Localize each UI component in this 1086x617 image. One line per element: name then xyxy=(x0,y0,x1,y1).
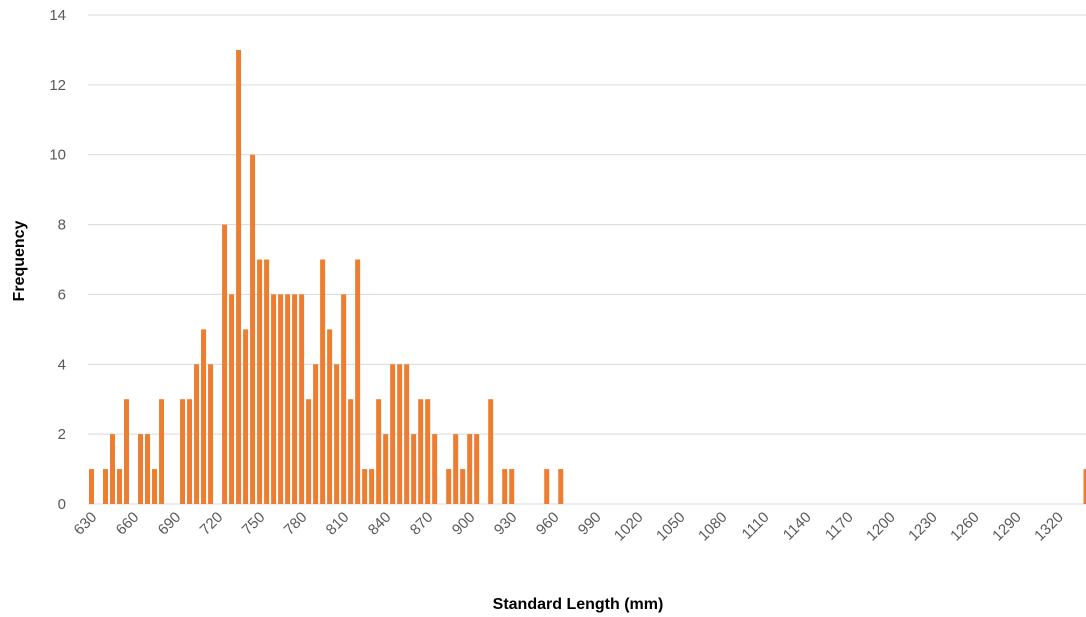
bar xyxy=(369,469,375,504)
bars-group xyxy=(89,49,1086,505)
x-axis-title: Standard Length (mm) xyxy=(493,596,664,613)
bar xyxy=(159,399,165,504)
x-tick-label: 1290 xyxy=(989,509,1025,545)
bar xyxy=(397,364,403,504)
x-tick-label: 1140 xyxy=(780,509,815,544)
y-axis-title: Frequency xyxy=(11,220,28,301)
y-tick-label: 6 xyxy=(58,286,66,303)
bar xyxy=(383,434,389,504)
bar xyxy=(320,259,326,504)
bar xyxy=(411,434,417,504)
bar xyxy=(355,259,361,504)
x-tick-label: 1260 xyxy=(947,509,983,545)
bar xyxy=(145,434,151,504)
bar xyxy=(201,329,207,504)
bar xyxy=(229,294,235,504)
y-tick-label: 4 xyxy=(58,356,66,373)
bar xyxy=(460,469,466,504)
bar xyxy=(1083,469,1086,504)
bar xyxy=(467,434,473,504)
x-tick-label: 900 xyxy=(449,509,479,539)
bar xyxy=(257,259,263,504)
x-tick-label: 1230 xyxy=(905,509,941,545)
bar xyxy=(432,434,438,504)
x-tick-label: 930 xyxy=(491,509,521,539)
y-tick-label: 10 xyxy=(49,147,66,164)
bar xyxy=(544,469,550,504)
x-tick-label: 810 xyxy=(323,509,353,539)
x-axis-tick-labels: 630 660 690 720 750 780 810 840 870 900 930 960 990 1… xyxy=(71,509,1067,545)
bar xyxy=(110,434,116,504)
bar xyxy=(292,294,298,504)
bar xyxy=(327,329,333,504)
x-tick-label: 840 xyxy=(365,509,395,539)
x-tick-label: 780 xyxy=(281,509,311,539)
x-tick-label: 960 xyxy=(533,509,563,539)
bar xyxy=(425,399,431,504)
x-tick-label: 1020 xyxy=(611,509,647,545)
bar xyxy=(180,399,186,504)
bar xyxy=(187,399,193,504)
bar xyxy=(138,434,144,504)
x-tick-label: 720 xyxy=(197,509,227,539)
y-tick-label: 12 xyxy=(49,77,66,94)
bar xyxy=(313,364,319,504)
bar xyxy=(208,364,214,504)
x-tick-label: 990 xyxy=(575,509,605,539)
bar xyxy=(278,294,284,504)
x-tick-label: 1050 xyxy=(653,509,689,545)
y-tick-label: 8 xyxy=(58,217,66,234)
bar xyxy=(488,399,494,504)
bar xyxy=(418,399,424,504)
bar xyxy=(502,469,508,504)
bar xyxy=(250,154,256,504)
y-tick-label: 0 xyxy=(58,496,66,513)
bar xyxy=(509,469,515,504)
bar xyxy=(453,434,459,504)
bar xyxy=(152,469,158,504)
bar xyxy=(264,259,270,504)
bar xyxy=(299,294,305,504)
bar xyxy=(390,364,396,504)
bar xyxy=(446,469,452,504)
bar xyxy=(558,469,564,504)
bar xyxy=(306,399,312,504)
x-tick-label: 1320 xyxy=(1031,509,1067,545)
x-tick-label: 750 xyxy=(239,509,269,539)
bar xyxy=(124,399,130,504)
x-tick-label: 630 xyxy=(71,509,101,539)
x-tick-label: 1110 xyxy=(739,509,773,543)
y-axis-tick-labels: 0 2 4 6 8 10 12 14 xyxy=(49,7,66,513)
x-tick-label: 1170 xyxy=(822,509,857,544)
bar xyxy=(271,294,277,504)
bar xyxy=(117,469,123,504)
x-tick-label: 660 xyxy=(113,509,143,539)
bar xyxy=(334,364,340,504)
bar xyxy=(89,469,94,504)
bar xyxy=(348,399,354,504)
bar xyxy=(404,364,410,504)
bar xyxy=(236,49,242,505)
x-tick-label: 1200 xyxy=(863,509,899,545)
bar xyxy=(243,329,249,504)
x-tick-label: 870 xyxy=(407,509,437,539)
bar xyxy=(222,224,228,504)
bar xyxy=(362,469,368,504)
x-tick-label: 1080 xyxy=(695,509,731,545)
x-tick-label: 690 xyxy=(155,509,185,539)
bar xyxy=(103,469,109,504)
y-tick-label: 2 xyxy=(58,426,66,443)
bar xyxy=(341,294,347,504)
bar xyxy=(376,399,382,504)
y-tick-label: 14 xyxy=(49,7,66,24)
bar xyxy=(285,294,291,504)
bar xyxy=(194,364,200,504)
bar xyxy=(474,434,480,504)
